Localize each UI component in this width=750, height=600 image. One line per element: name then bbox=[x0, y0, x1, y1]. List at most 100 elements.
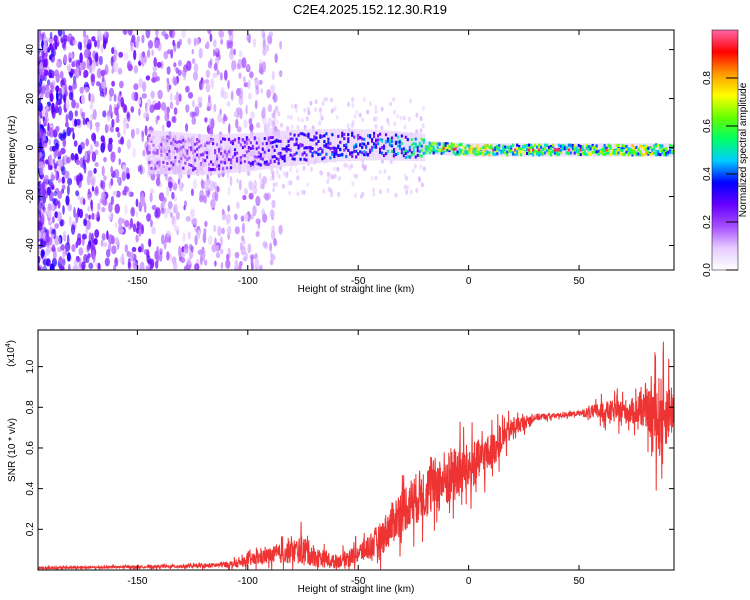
spectrogram-band bbox=[450, 142, 453, 146]
spectrogram-blob bbox=[189, 243, 193, 251]
spectrogram-blob bbox=[124, 220, 130, 228]
spectrogram-band bbox=[488, 143, 491, 157]
spectrogram-band bbox=[466, 144, 469, 148]
spectrogram-band bbox=[506, 150, 509, 154]
spectrogram-band bbox=[603, 146, 607, 150]
spectrogram-blob bbox=[126, 172, 130, 180]
spectrogram-band bbox=[188, 156, 191, 160]
spectrogram-band bbox=[309, 145, 312, 149]
spectrogram-band bbox=[406, 138, 410, 142]
spectrogram-blob bbox=[392, 97, 396, 102]
spectrogram-blob bbox=[94, 185, 99, 194]
spectrogram-band bbox=[468, 150, 471, 154]
spectrogram-band bbox=[645, 144, 648, 148]
spectrogram-blob bbox=[267, 104, 273, 113]
spectrogram-band bbox=[273, 160, 277, 163]
spectrogram-blob bbox=[272, 187, 275, 193]
spectrogram-blob bbox=[220, 248, 224, 255]
spectrogram-blob bbox=[351, 181, 355, 187]
spectrogram-band bbox=[208, 141, 211, 145]
spectrogram-band bbox=[235, 151, 239, 155]
spectrogram-blob bbox=[335, 114, 339, 120]
spectrogram-blob bbox=[72, 81, 77, 90]
spectrogram-peak bbox=[579, 148, 583, 152]
spectrogram-band bbox=[168, 156, 171, 159]
spectrogram-band bbox=[241, 133, 245, 172]
spectrogram-band bbox=[222, 154, 225, 158]
spectrogram-blob bbox=[97, 202, 101, 211]
spectrogram-blob bbox=[102, 199, 108, 206]
spectrogram-blob bbox=[72, 132, 75, 140]
spectrogram-band bbox=[432, 151, 436, 155]
spectrogram-blob bbox=[51, 79, 56, 86]
spectrogram-blob bbox=[247, 79, 251, 90]
spectrogram-band bbox=[299, 144, 302, 148]
spectrogram-blob bbox=[294, 103, 298, 109]
spectrogram-band bbox=[291, 137, 294, 141]
spectrogram-band bbox=[247, 146, 251, 149]
spectrogram-blob bbox=[104, 124, 109, 134]
spectrogram-blob bbox=[123, 117, 127, 127]
spectrogram-blob bbox=[38, 30, 41, 38]
spectrogram-band bbox=[150, 137, 153, 141]
spectrogram-blob bbox=[131, 246, 137, 253]
spectrogram-band bbox=[289, 132, 292, 136]
spectrogram-blob bbox=[239, 242, 243, 251]
spectrogram-band bbox=[416, 153, 420, 157]
spectrogram-band bbox=[196, 141, 199, 145]
spectrogram-band bbox=[327, 137, 330, 141]
spectrogram-band bbox=[315, 151, 318, 155]
spectrogram-band bbox=[200, 144, 203, 148]
spectrogram-blob bbox=[166, 81, 171, 93]
spectrogram-band bbox=[538, 153, 541, 157]
spectrogram-blob bbox=[86, 43, 92, 50]
spectrogram-blob bbox=[197, 96, 203, 103]
spectrogram-blob bbox=[262, 106, 266, 115]
spectrogram-band bbox=[422, 133, 426, 162]
spectrogram-blob bbox=[73, 140, 78, 147]
spectrogram-band bbox=[164, 151, 167, 155]
y-tick-label: -20 bbox=[25, 189, 36, 204]
spectrogram-blob bbox=[279, 40, 282, 50]
spectrogram-band bbox=[386, 139, 390, 143]
spectrogram-blob bbox=[207, 60, 213, 69]
spectrogram-band bbox=[375, 143, 378, 147]
spectrogram-blob bbox=[79, 257, 82, 268]
spectrogram-blob bbox=[47, 122, 50, 131]
spectrogram-blob bbox=[108, 243, 112, 253]
spectrogram-blob bbox=[167, 49, 171, 55]
spectrogram-band bbox=[261, 142, 265, 146]
spectrogram-blob bbox=[97, 262, 101, 269]
spectrogram-band bbox=[150, 166, 153, 170]
spectrogram-blob bbox=[89, 119, 93, 131]
spectrogram-blob bbox=[234, 251, 240, 259]
spectrogram-band bbox=[414, 144, 418, 148]
spectrogram-band bbox=[516, 143, 519, 147]
spectrogram-band bbox=[381, 146, 384, 150]
spectrogram-blob bbox=[420, 182, 424, 188]
spectrogram-band bbox=[430, 146, 434, 150]
spectrogram-band bbox=[259, 163, 263, 167]
spectrogram-blob bbox=[40, 90, 44, 98]
spectrogram-blob bbox=[241, 235, 245, 242]
spectrogram-band bbox=[208, 167, 211, 171]
spectrogram-band bbox=[148, 161, 151, 165]
spectrogram-band bbox=[339, 148, 342, 152]
spectrogram-blob bbox=[266, 44, 269, 52]
spectrogram-band bbox=[601, 147, 605, 151]
spectrogram-band bbox=[162, 138, 165, 142]
spectrogram-band bbox=[222, 167, 225, 171]
spectrogram-blob bbox=[149, 192, 153, 203]
spectrogram-blob bbox=[50, 49, 57, 57]
spectrogram-band bbox=[168, 131, 171, 175]
spectrogram-blob bbox=[150, 188, 154, 195]
spectrogram-band bbox=[311, 154, 314, 158]
spectrogram-blob bbox=[210, 198, 216, 209]
spectrogram-band bbox=[482, 143, 485, 157]
spectrogram-blob bbox=[374, 175, 378, 181]
spectrogram-band bbox=[462, 145, 465, 149]
spectrogram-blob bbox=[204, 117, 208, 123]
spectrogram-band bbox=[174, 159, 177, 163]
spectrogram-blob bbox=[218, 30, 224, 38]
spectrogram-band bbox=[593, 150, 597, 154]
